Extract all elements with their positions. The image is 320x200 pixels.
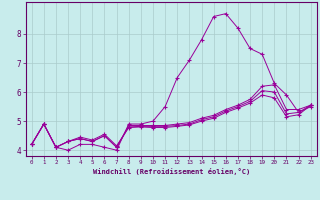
X-axis label: Windchill (Refroidissement éolien,°C): Windchill (Refroidissement éolien,°C)	[92, 168, 250, 175]
